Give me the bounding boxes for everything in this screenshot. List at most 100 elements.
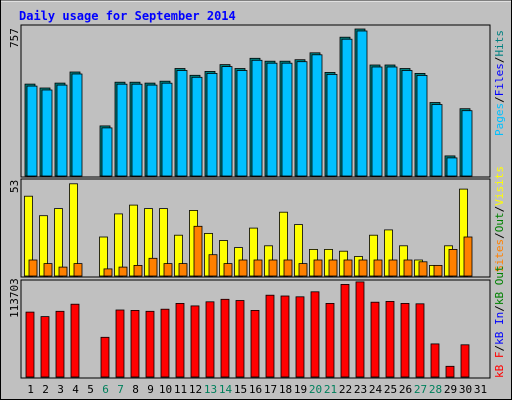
kbytes-bar-day-11 (175, 302, 185, 378)
sites-bar-day-19 (298, 263, 308, 277)
x-label-day-6: 6 (102, 383, 109, 396)
kbytes-bar-day-28 (430, 343, 440, 378)
sites-bar-day-17 (268, 259, 278, 277)
panel-kbytes-max-label: 113703 (8, 278, 21, 318)
kbytes-bar-day-26 (400, 302, 410, 378)
sites-bar-day-21 (328, 259, 338, 277)
x-label-day-23: 23 (354, 383, 367, 396)
x-label-day-3: 3 (57, 383, 64, 396)
visits-bar-day-16 (249, 227, 258, 277)
pages-bar-day-14 (221, 66, 233, 177)
pages-bar-day-3 (56, 84, 68, 177)
visits-bar-day-19 (294, 224, 303, 277)
pages-bar-day-19 (296, 61, 308, 177)
legend-kb-f: kB F (493, 352, 506, 379)
chart-title: Daily usage for September 2014 (19, 9, 236, 23)
pages-bar-day-30 (461, 110, 473, 177)
visits-bar-day-9 (144, 208, 153, 277)
pages-bar-day-10 (161, 82, 173, 177)
x-label-day-25: 25 (384, 383, 397, 396)
pages-bar-day-20 (311, 54, 323, 177)
sites-bar-day-24 (373, 259, 383, 277)
pages-bar-day-9 (146, 84, 158, 177)
kbytes-bar-day-29 (445, 365, 455, 378)
sites-bar-day-20 (313, 259, 323, 277)
pages-bar-day-2 (41, 89, 53, 177)
legend-pages-files-hits: Pages/Files/Hits (493, 30, 506, 136)
pages-bar-day-18 (281, 62, 293, 177)
pages-bar-day-1 (26, 85, 38, 177)
x-label-day-12: 12 (189, 383, 202, 396)
kbytes-bar-day-6 (100, 336, 110, 378)
sites-bar-day-7 (118, 266, 128, 277)
pages-bar-day-6 (101, 127, 113, 177)
kbytes-bar-day-23 (355, 281, 365, 378)
sites-bar-day-29 (448, 248, 458, 277)
legend-pages: Pages (493, 103, 506, 136)
visits-bar-day-3 (54, 208, 63, 277)
sites-bar-day-1 (28, 259, 38, 277)
sites-bar-day-28 (433, 264, 443, 277)
x-label-day-19: 19 (294, 383, 307, 396)
sites-bar-day-8 (133, 264, 143, 277)
x-label-day-11: 11 (174, 383, 187, 396)
x-label-day-10: 10 (159, 383, 172, 396)
sites-bar-day-6 (103, 268, 113, 277)
sites-bar-day-14 (223, 263, 233, 277)
x-label-day-29: 29 (444, 383, 457, 396)
sites-bar-day-3 (58, 266, 68, 277)
kbytes-bar-day-4 (70, 303, 80, 378)
pages-bar-day-29 (446, 157, 458, 177)
kbytes-bar-day-3 (55, 310, 65, 378)
panel-visits-max-label: 53 (8, 180, 21, 193)
sites-bar-day-23 (358, 259, 368, 277)
pages-bar-day-24 (371, 66, 383, 177)
x-label-day-14: 14 (219, 383, 233, 396)
sites-bar-day-18 (283, 259, 293, 277)
chart-marks (24, 28, 473, 378)
x-label-day-22: 22 (339, 383, 352, 396)
kbytes-bar-day-2 (40, 316, 50, 378)
legend-files: Files (493, 63, 506, 96)
x-label-day-15: 15 (234, 383, 247, 396)
sites-bar-day-27 (418, 261, 428, 277)
x-label-day-24: 24 (369, 383, 383, 396)
legend-hits: Hits (493, 30, 506, 57)
kbytes-bar-day-12 (190, 305, 200, 378)
legend-sites-out-visits: Sites/Out/Visits (493, 166, 506, 272)
x-label-day-31: 31 (474, 383, 487, 396)
kbytes-bar-day-19 (295, 296, 305, 378)
visits-bar-day-25 (384, 229, 393, 277)
pages-bar-day-22 (341, 38, 353, 177)
visits-bar-day-7 (114, 213, 123, 277)
x-label-day-2: 2 (42, 383, 49, 396)
visits-bar-day-11 (174, 234, 183, 277)
sites-bar-day-25 (388, 259, 398, 277)
x-axis-day-labels: 1 2 3 4 5 6 7 8 9 10 11 12 13 14 15 16 17 18 19 20 21 22 23 24 2… (27, 383, 487, 396)
sites-bar-day-15 (238, 259, 248, 277)
pages-bar-day-8 (131, 83, 143, 177)
x-label-day-28: 28 (429, 383, 442, 396)
legend-kbf-kbin-kbout: kB F/kB In/kB Out (493, 265, 506, 378)
kbytes-bar-day-21 (325, 302, 335, 378)
pages-bar-day-7 (116, 83, 128, 177)
pages-bar-day-26 (401, 70, 413, 177)
kbytes-bar-day-30 (460, 344, 470, 378)
kbytes-bar-day-9 (145, 310, 155, 378)
kbytes-bar-day-13 (205, 301, 215, 378)
x-label-day-16: 16 (249, 383, 262, 396)
pages-bar-day-17 (266, 62, 278, 177)
kbytes-bar-day-16 (250, 309, 260, 378)
x-label-day-17: 17 (264, 383, 277, 396)
sites-bar-day-2 (43, 263, 53, 277)
legend-kb-in: kB In (493, 312, 506, 345)
pages-bar-day-12 (191, 76, 203, 177)
sites-bar-day-30 (463, 236, 473, 277)
x-label-day-5: 5 (87, 383, 94, 396)
kbytes-bar-day-17 (265, 294, 275, 378)
sites-bar-day-13 (208, 254, 218, 277)
kbytes-bar-day-10 (160, 308, 170, 378)
x-label-day-18: 18 (279, 383, 292, 396)
x-label-day-21: 21 (324, 383, 337, 396)
